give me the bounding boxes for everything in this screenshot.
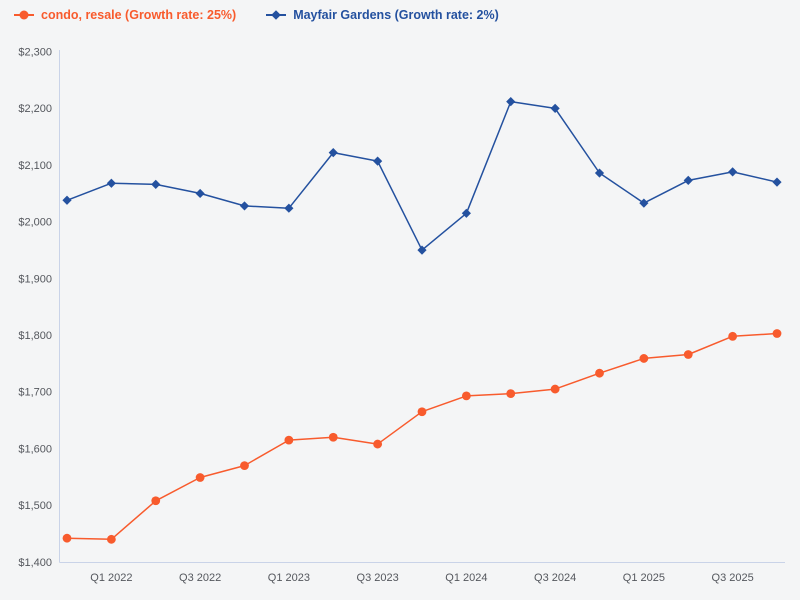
data-point-circle (106, 534, 116, 544)
legend-item-mayfair-gardens[interactable]: Mayfair Gardens (Growth rate: 2%) (266, 8, 499, 22)
y-tick-label: $2,200 (18, 103, 52, 115)
series-layer (62, 96, 782, 544)
data-point-diamond (550, 103, 560, 113)
data-point-circle (461, 391, 471, 401)
legend-marker-diamond-icon (266, 10, 287, 20)
data-point-diamond (639, 198, 649, 208)
y-tick-label: $1,900 (18, 273, 52, 285)
y-tick-label: $2,100 (18, 160, 52, 172)
data-point-diamond (683, 175, 693, 186)
data-point-diamond (62, 195, 72, 205)
x-tick-label: Q3 2024 (534, 572, 576, 584)
data-point-circle (240, 461, 249, 471)
x-tick-label: Q1 2025 (623, 572, 665, 584)
data-point-circle (550, 384, 560, 394)
axes (59, 50, 785, 563)
y-axis-tick-labels: $1,400 $1,500 $1,600 $1,700 $1,800 $1,900 $2,0… (18, 47, 52, 569)
series-line-1 (66, 100, 778, 251)
data-point-diamond (417, 245, 427, 255)
x-tick-label: Q1 2022 (90, 572, 132, 584)
y-tick-label: $2,300 (18, 47, 52, 59)
x-tick-label: Q3 2022 (179, 572, 221, 584)
data-point-circle (195, 473, 205, 482)
y-tick-label: $1,600 (18, 443, 52, 455)
x-tick-label: Q1 2023 (268, 572, 310, 584)
x-tick-label: Q1 2024 (445, 572, 487, 584)
legend-label-condo-resale: condo, resale (Growth rate: 25%) (41, 8, 237, 22)
data-point-diamond (195, 188, 205, 199)
chart-legend: condo, resale (Growth rate: 25%) Mayfair… (14, 8, 499, 22)
data-point-diamond (373, 156, 383, 166)
legend-label-mayfair-gardens: Mayfair Gardens (Growth rate: 2%) (293, 8, 499, 22)
x-tick-label: Q3 2023 (357, 572, 399, 584)
data-point-diamond (461, 208, 471, 218)
data-point-circle (373, 439, 383, 449)
data-point-diamond (284, 203, 294, 213)
data-point-diamond (594, 168, 605, 178)
data-point-circle (284, 435, 294, 445)
data-point-diamond (506, 96, 516, 107)
data-point-diamond (728, 167, 738, 177)
data-point-diamond (239, 201, 250, 211)
data-point-circle (728, 331, 738, 341)
data-point-diamond (106, 178, 116, 188)
data-point-circle (417, 407, 427, 417)
legend-item-condo-resale[interactable]: condo, resale (Growth rate: 25%) (14, 8, 236, 22)
data-point-diamond (328, 148, 338, 158)
y-tick-label: $1,400 (18, 557, 52, 569)
data-point-circle (639, 354, 649, 363)
data-point-circle (772, 329, 782, 338)
series-line-0 (66, 332, 778, 541)
data-point-circle (62, 533, 72, 543)
y-tick-label: $1,500 (18, 500, 52, 512)
legend-marker-circle-icon (14, 10, 34, 20)
y-tick-label: $1,700 (18, 387, 52, 399)
data-point-diamond (151, 179, 161, 189)
x-tick-label: Q3 2025 (712, 572, 754, 584)
data-point-circle (683, 350, 693, 359)
data-point-circle (506, 389, 516, 399)
x-axis-tick-labels: Q1 2022 Q3 2022 Q1 2023 Q3 2023 Q1 2024 Q3 20… (90, 572, 753, 584)
y-tick-label: $2,000 (18, 217, 52, 229)
data-point-circle (328, 432, 338, 442)
data-point-circle (151, 496, 161, 506)
data-point-diamond (772, 177, 782, 187)
y-tick-label: $1,800 (18, 330, 52, 342)
data-point-circle (595, 368, 604, 378)
